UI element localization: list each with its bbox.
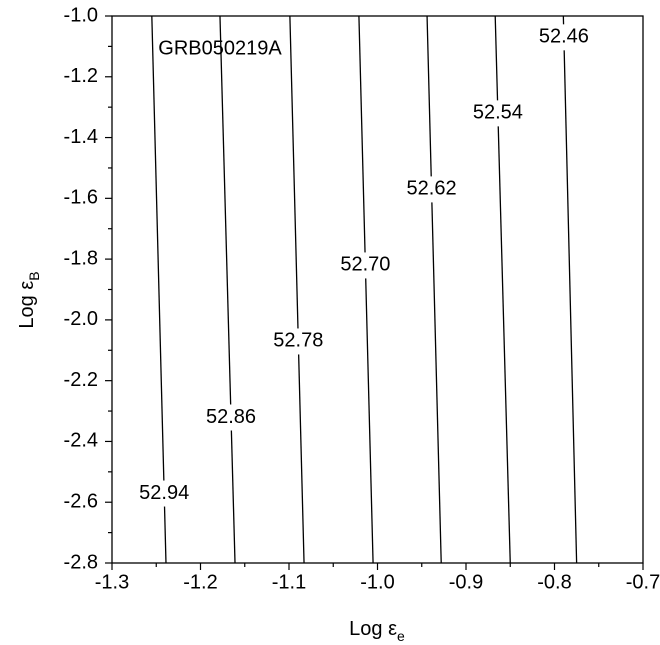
x-tick-label: -0.7 <box>626 571 660 593</box>
x-axis-label: Log εe <box>349 618 405 643</box>
y-tick-label: -2.2 <box>64 369 98 391</box>
y-tick-label: -1.6 <box>64 187 98 209</box>
x-tick-label: -1.3 <box>95 571 129 593</box>
contour-line <box>289 15 305 564</box>
contour-label-bg <box>401 176 462 203</box>
contour-line <box>358 15 374 564</box>
contour-label-bg <box>533 24 594 51</box>
y-tick-label: -1.8 <box>64 247 98 269</box>
y-label-subscript: B <box>26 271 42 280</box>
contour-line <box>219 15 236 564</box>
contour-label: 52.62 <box>407 178 457 200</box>
contour-label-bg <box>268 328 329 355</box>
contour-line <box>426 15 442 564</box>
x-tick-label: -1.2 <box>183 571 217 593</box>
contour-label-bg <box>134 480 195 507</box>
y-tick-label: -2.8 <box>64 551 98 573</box>
x-tick-label: -0.9 <box>449 571 483 593</box>
y-tick-label: -1.4 <box>64 126 98 148</box>
x-label-text: Log ε <box>349 618 397 640</box>
y-tick-label: -2.6 <box>64 491 98 513</box>
y-label-text: Log ε <box>16 281 38 329</box>
contour-line <box>494 15 511 564</box>
x-tick-label: -1.1 <box>272 571 306 593</box>
contour-label: 52.94 <box>139 482 189 504</box>
contour-line <box>562 15 578 564</box>
contour-label: 52.70 <box>340 254 390 276</box>
y-tick-label: -2.4 <box>64 430 98 452</box>
contour-label-bg <box>467 100 528 127</box>
contour-label: 52.54 <box>473 102 523 124</box>
y-tick-label: -2.0 <box>64 308 98 330</box>
contour-label-bg <box>201 404 262 431</box>
y-tick-label: -1.0 <box>64 4 98 26</box>
contour-line <box>151 15 167 564</box>
y-axis-label: Log εB <box>16 271 41 328</box>
contour-label: 52.78 <box>273 330 323 352</box>
x-tick-label: -1.0 <box>360 571 394 593</box>
y-tick-label: -1.2 <box>64 65 98 87</box>
x-tick-label: -0.8 <box>537 571 571 593</box>
contour-label: 52.86 <box>206 406 256 428</box>
contour-label-bg <box>335 252 396 279</box>
contour-label: 52.46 <box>539 26 589 48</box>
x-label-subscript: e <box>397 628 405 644</box>
